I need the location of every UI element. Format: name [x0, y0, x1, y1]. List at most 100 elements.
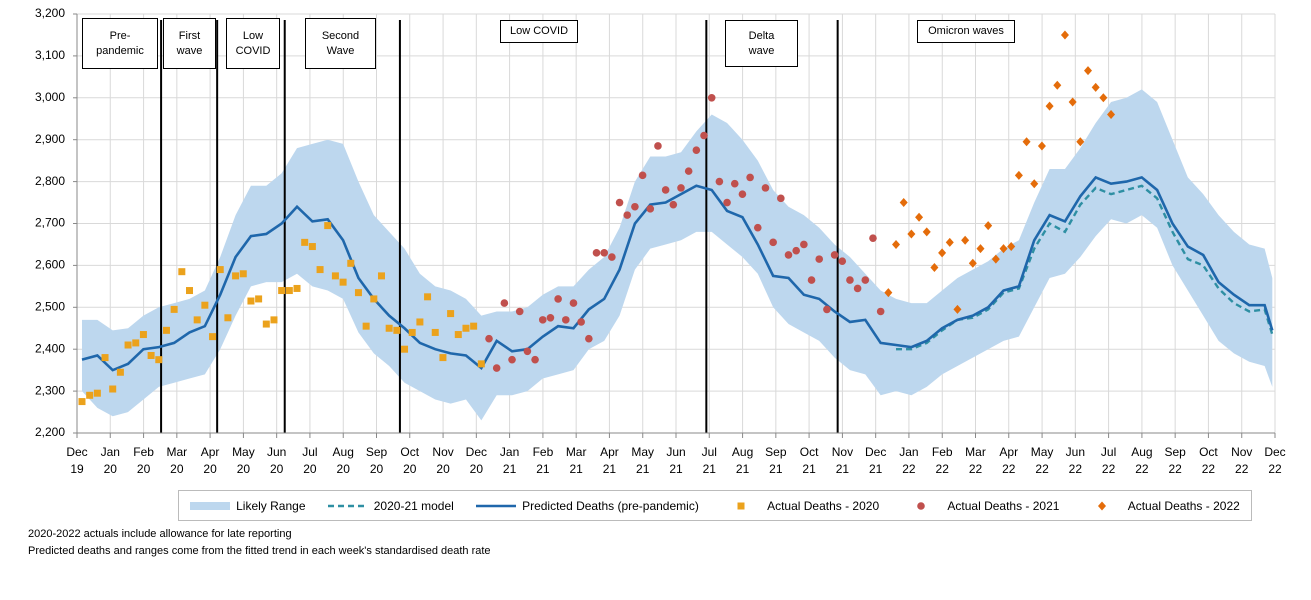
- likely-range: [81, 89, 1273, 421]
- marker: [915, 212, 924, 222]
- marker: [316, 266, 324, 274]
- marker: [354, 289, 362, 297]
- x-tick-label: Aug 21: [731, 445, 754, 476]
- x-tick-label: Jul 22: [1100, 445, 1117, 476]
- marker: [508, 355, 516, 364]
- marker: [1007, 242, 1016, 252]
- marker: [984, 221, 993, 231]
- x-tick-label: Aug 20: [332, 445, 354, 476]
- marker: [723, 198, 731, 207]
- marker: [953, 304, 962, 314]
- marker: [224, 314, 232, 322]
- marker: [585, 334, 593, 343]
- swatch: [1097, 501, 1106, 510]
- marker: [470, 322, 478, 330]
- marker: [646, 205, 655, 213]
- marker: [247, 297, 255, 305]
- x-tick-label: May 20: [232, 445, 255, 476]
- marker: [431, 328, 439, 336]
- legend-swatch: [917, 501, 926, 510]
- marker: [500, 299, 509, 307]
- marker: [147, 351, 155, 359]
- marker: [201, 301, 209, 309]
- x-tick-label: Nov 20: [432, 445, 454, 476]
- marker: [784, 251, 793, 259]
- marker: [1076, 137, 1085, 147]
- y-tick-label: 2,800: [35, 174, 65, 188]
- marker: [592, 249, 601, 257]
- marker: [815, 255, 824, 263]
- marker: [1014, 170, 1023, 180]
- x-tick-label: Mar 21: [565, 445, 587, 476]
- marker: [615, 198, 624, 207]
- marker: [861, 276, 870, 284]
- marker: [454, 331, 462, 339]
- x-tick-label: Oct 20: [400, 445, 420, 476]
- legend-swatch: [476, 504, 517, 507]
- marker: [623, 211, 632, 219]
- marker: [424, 293, 432, 301]
- marker: [746, 173, 754, 182]
- marker: [753, 223, 762, 232]
- legend-item: Predicted Deaths (pre-pandemic): [476, 499, 699, 513]
- marker: [792, 246, 800, 255]
- legend-label: 2020-21 model: [373, 498, 454, 513]
- marker: [132, 339, 140, 347]
- marker: [561, 316, 570, 324]
- swatch: [737, 502, 745, 509]
- marker: [800, 240, 808, 249]
- x-tick-label: Jan 21: [499, 445, 520, 476]
- marker: [907, 229, 916, 239]
- marker: [1091, 82, 1100, 92]
- marker: [869, 234, 877, 242]
- annotation: Second Wave: [305, 18, 376, 69]
- marker: [707, 94, 716, 102]
- marker: [761, 184, 770, 192]
- annotation: Omicron waves: [917, 20, 1015, 43]
- marker: [684, 167, 693, 175]
- annotation: Delta wave: [725, 20, 798, 67]
- x-tick-label: Oct 21: [799, 445, 819, 476]
- x-tick-label: Oct 22: [1199, 445, 1218, 476]
- marker: [1022, 137, 1031, 147]
- marker: [738, 190, 747, 198]
- swatch: [917, 501, 926, 510]
- y-tick-label: 2,700: [35, 216, 65, 230]
- x-tick-label: Dec 22: [1264, 445, 1286, 476]
- marker: [838, 257, 847, 266]
- annotation: Low COVID: [226, 18, 280, 69]
- marker: [876, 307, 885, 316]
- marker: [362, 322, 370, 330]
- marker: [408, 328, 416, 336]
- y-tick-label: 2,200: [35, 425, 65, 439]
- y-tick-label: 3,200: [35, 6, 65, 20]
- marker: [232, 272, 240, 280]
- marker: [393, 326, 401, 334]
- annotation: Pre-pandemic: [82, 18, 158, 69]
- marker: [1030, 179, 1039, 189]
- marker: [538, 316, 547, 324]
- marker: [777, 194, 785, 203]
- marker: [1045, 101, 1054, 111]
- legend-item: 2020-21 model: [327, 498, 454, 513]
- legend-swatch: [737, 502, 745, 509]
- marker: [78, 398, 86, 406]
- x-tick-label: Mar 22: [965, 445, 986, 476]
- legend-label: Predicted Deaths (pre-pandemic): [522, 498, 699, 513]
- marker: [569, 299, 578, 307]
- y-tick-label: 3,100: [35, 48, 65, 62]
- x-tick-label: Jun 21: [666, 445, 686, 476]
- legend-label: Actual Deaths - 2020: [767, 498, 880, 513]
- marker: [1107, 110, 1116, 120]
- marker: [922, 227, 931, 237]
- marker: [1053, 80, 1062, 90]
- x-tick-label: Sep 22: [1164, 445, 1186, 476]
- marker: [209, 333, 217, 341]
- marker: [669, 200, 678, 209]
- marker: [124, 341, 132, 349]
- y-tick-label: 2,500: [35, 299, 65, 313]
- marker: [93, 389, 101, 397]
- marker: [1037, 141, 1046, 151]
- legend-item: Actual Deaths - 2021: [901, 499, 1059, 513]
